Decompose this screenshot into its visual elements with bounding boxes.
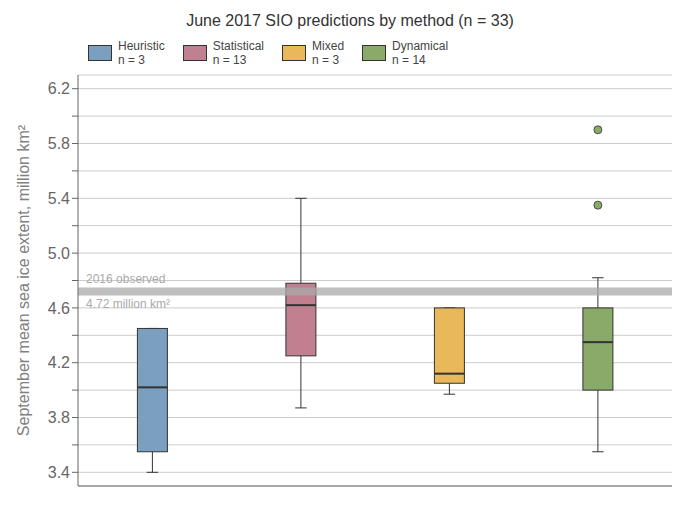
- svg-text:6.2: 6.2: [48, 80, 70, 97]
- html-text:Statistical: Statistical: [212, 39, 264, 53]
- svg-text:2016 observed: 2016 observed: [86, 272, 165, 286]
- html-text:June 2017 SIO predictions by m: June 2017 SIO predictions by method (n =…: [186, 12, 514, 29]
- svg-text:September mean sea ice extent,: September mean sea ice extent, million k…: [15, 124, 32, 436]
- html-text:Mixed: Mixed: [312, 39, 345, 53]
- svg-text:5.8: 5.8: [48, 135, 70, 152]
- html-text:n = 14: n = 14: [392, 53, 426, 67]
- html-text:n = 3: n = 3: [118, 53, 145, 67]
- html-text:n = 3: n = 3: [312, 53, 340, 67]
- html-text:Dynamical: Dynamical: [392, 39, 449, 53]
- svg-text:4.6: 4.6: [48, 300, 70, 317]
- svg-text:4.72 million km²: 4.72 million km²: [86, 297, 170, 311]
- svg-text:4.2: 4.2: [48, 354, 70, 371]
- svg-text:5.4: 5.4: [48, 190, 70, 207]
- svg-text:3.8: 3.8: [48, 409, 70, 426]
- svg-text:3.4: 3.4: [48, 464, 70, 481]
- svg-text:5.0: 5.0: [48, 245, 70, 262]
- html-text:Heuristic: Heuristic: [118, 39, 165, 53]
- html-text:n = 13: n = 13: [212, 53, 247, 67]
